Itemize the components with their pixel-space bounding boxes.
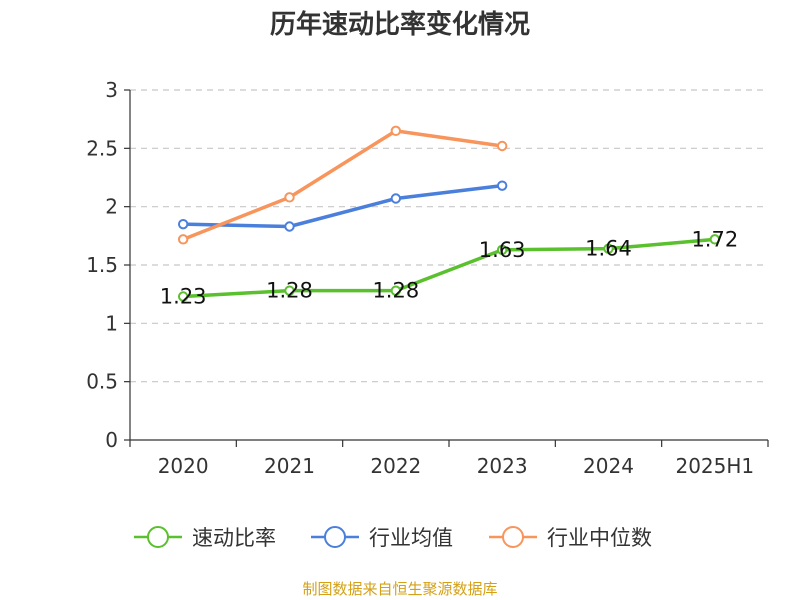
x-tick-label: 2024: [583, 454, 634, 478]
y-tick-label: 0.5: [86, 370, 118, 394]
series-line: [182, 129, 503, 241]
data-point: [284, 192, 295, 203]
data-point: [284, 221, 295, 232]
series-layer: [177, 125, 721, 302]
legend: 速动比率 行业均值 行业中位数: [134, 526, 652, 550]
y-tick-label: 2.5: [86, 136, 118, 160]
y-tick-label: 0: [105, 428, 118, 452]
y-tick-label: 1: [105, 311, 118, 335]
data-point: [603, 243, 614, 254]
data-label: 1.23: [160, 285, 207, 309]
x-tick-label: 2020: [158, 454, 209, 478]
data-point: [390, 285, 402, 296]
data-label: 1.72: [691, 227, 738, 251]
data-labels: 1.23 1.28 1.28 1.63 1.64 1.72: [160, 227, 738, 308]
data-label: 1.64: [585, 237, 632, 261]
source-note: 制图数据来自恒生聚源数据库: [302, 580, 498, 598]
series-line: [183, 237, 715, 299]
legend-marker: [324, 526, 346, 548]
data-label: 1.63: [479, 238, 526, 262]
legend-label: 行业均值: [369, 526, 453, 550]
legend-label: 行业中位数: [547, 526, 652, 550]
legend-marker: [502, 526, 524, 548]
legend-label: 速动比率: [192, 526, 276, 550]
data-point: [177, 291, 189, 302]
data-label: 1.28: [372, 279, 419, 303]
x-tick-label: 2023: [477, 454, 528, 478]
data-point: [284, 285, 295, 296]
data-point: [709, 234, 721, 245]
data-label: 1.28: [266, 279, 313, 303]
data-point: [496, 140, 508, 152]
data-point: [177, 218, 189, 230]
data-point: [177, 234, 189, 245]
chart-title: 历年速动比率变化情况: [269, 10, 530, 40]
y-tick-label: 2: [105, 195, 118, 219]
grid-lines: [130, 89, 768, 383]
legend-marker: [147, 526, 169, 548]
data-point: [390, 193, 402, 204]
x-tick-label: 2025H1: [675, 454, 754, 478]
series-line: [183, 183, 503, 229]
data-point: [496, 244, 508, 256]
data-point: [390, 125, 402, 137]
data-point: [496, 180, 508, 191]
y-tick-label: 3: [105, 78, 118, 102]
y-tick-label: 1.5: [86, 253, 118, 277]
axes: 0 0.5 1 1.5 2 2.5 3 2020 2021 2022 2023 2024 2025H1: [86, 78, 769, 478]
x-tick-label: 2021: [264, 454, 315, 478]
x-tick-label: 2022: [370, 454, 421, 478]
